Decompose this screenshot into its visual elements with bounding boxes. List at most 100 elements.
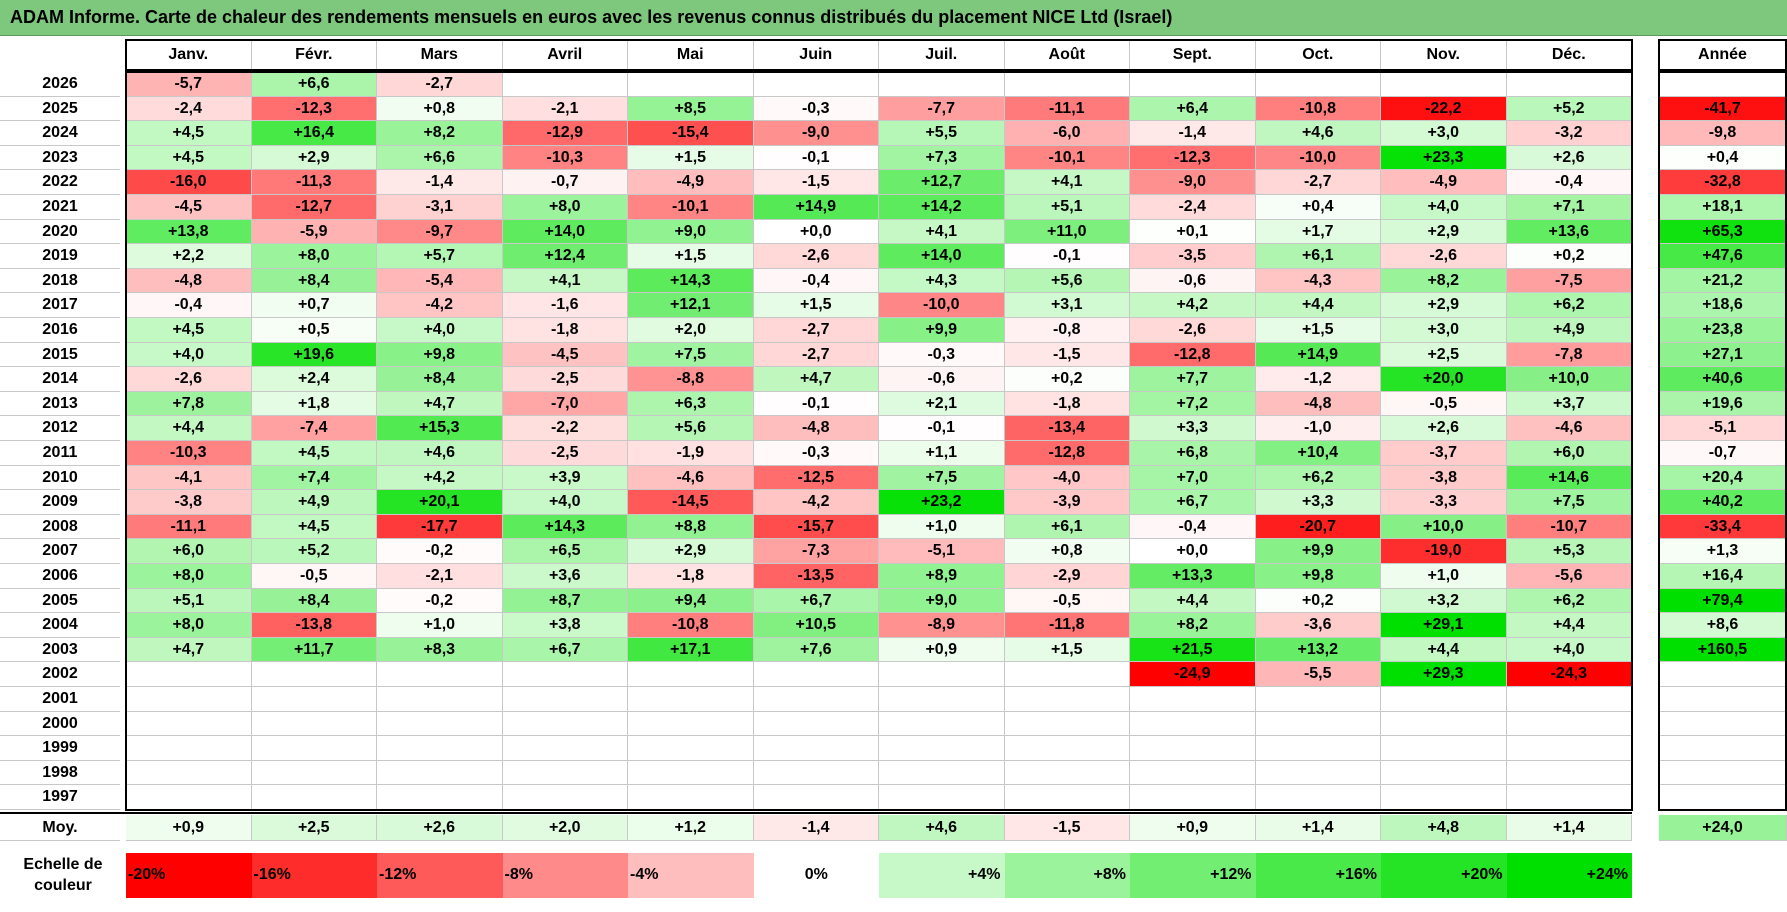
heat-cell: +10,5 — [753, 613, 879, 638]
color-scale-step: 0% — [753, 853, 879, 898]
heat-cell: -1,8 — [628, 564, 754, 589]
heat-cell — [753, 711, 879, 737]
heat-cell: +3,8 — [502, 613, 628, 638]
heat-cell: -12,7 — [251, 195, 377, 220]
heat-cell: +6,7 — [753, 588, 879, 614]
heat-cell: +7,3 — [879, 145, 1005, 171]
color-scale-step: +24% — [1506, 853, 1632, 898]
heat-cell: -0,6 — [879, 367, 1005, 392]
heat-cell: +6,0 — [1506, 441, 1632, 466]
heat-cell: +7,6 — [753, 637, 879, 663]
heat-cell: +3,1 — [1004, 293, 1130, 318]
heat-cell: -0,1 — [1004, 244, 1130, 269]
annual-cell: +18,6 — [1659, 293, 1787, 318]
average-cell: -1,5 — [1004, 815, 1130, 841]
average-divider — [0, 812, 1632, 814]
heat-cell: +8,8 — [628, 514, 754, 540]
heat-cell: +0,5 — [251, 318, 377, 343]
heat-cell: -4,6 — [1506, 416, 1632, 441]
heat-cell: +2,9 — [1381, 219, 1507, 245]
heat-cell: +2,9 — [1381, 293, 1507, 318]
annual-cell — [1659, 662, 1787, 687]
heat-cell: -0,4 — [1506, 170, 1632, 195]
heat-cell — [879, 736, 1005, 761]
year-label: 2001 — [0, 687, 120, 712]
heat-cell: +6,2 — [1506, 293, 1632, 318]
heat-cell: -4,6 — [628, 465, 754, 491]
heat-cell: -8,8 — [628, 367, 754, 392]
heat-cell — [1381, 687, 1507, 712]
heat-cell: -3,3 — [1381, 490, 1507, 515]
heat-cell — [753, 72, 879, 97]
heat-cell — [377, 760, 503, 786]
annual-cell — [1659, 72, 1787, 97]
heat-cell: +0,1 — [1130, 219, 1256, 245]
heat-cell: -12,3 — [251, 96, 377, 122]
color-scale-step: -8% — [502, 853, 628, 898]
heat-cell — [879, 785, 1005, 810]
heat-cell: -4,1 — [126, 465, 252, 491]
heat-cell: +5,7 — [377, 244, 503, 269]
heat-cell: +6,4 — [1130, 96, 1256, 122]
heat-cell: -9,0 — [753, 121, 879, 146]
average-cell: +2,5 — [251, 815, 377, 841]
heat-cell: -2,7 — [753, 318, 879, 343]
average-cell: -1,4 — [753, 815, 879, 841]
heat-cell: -3,9 — [1004, 490, 1130, 515]
annual-cell — [1659, 711, 1787, 737]
heat-cell: +14,6 — [1506, 465, 1632, 491]
heat-cell — [879, 662, 1005, 687]
heat-cell: +0,9 — [879, 637, 1005, 663]
heat-cell — [628, 72, 754, 97]
heat-cell: -4,8 — [1255, 391, 1381, 417]
heat-cell: +7,5 — [628, 342, 754, 368]
heat-cell: -10,7 — [1506, 514, 1632, 540]
heat-cell: +14,0 — [502, 219, 628, 245]
heat-cell: -3,5 — [1130, 244, 1256, 269]
heat-cell: -20,7 — [1255, 514, 1381, 540]
heat-cell — [628, 687, 754, 712]
heat-cell: -5,9 — [251, 219, 377, 245]
heat-cell — [879, 711, 1005, 737]
heat-cell: -2,6 — [126, 367, 252, 392]
heat-cell — [502, 736, 628, 761]
color-scale-step: +12% — [1130, 853, 1256, 898]
month-header: Févr. — [251, 40, 377, 70]
annual-cell: +23,8 — [1659, 318, 1787, 343]
heat-cell: -4,8 — [126, 268, 252, 294]
heat-cell — [1255, 785, 1381, 810]
heat-cell: -12,3 — [1130, 145, 1256, 171]
heat-cell — [1130, 687, 1256, 712]
heat-cell: -2,7 — [753, 342, 879, 368]
heat-cell: +4,4 — [1255, 293, 1381, 318]
heat-cell: -4,2 — [753, 490, 879, 515]
heat-cell: +3,6 — [502, 564, 628, 589]
heat-cell: +6,0 — [126, 539, 252, 564]
heat-cell: +2,6 — [1381, 416, 1507, 441]
heat-cell: -9,7 — [377, 219, 503, 245]
heat-cell: -2,6 — [753, 244, 879, 269]
heat-cell: +0,4 — [1255, 195, 1381, 220]
annual-cell: +0,4 — [1659, 145, 1787, 171]
heat-cell — [502, 72, 628, 97]
heat-cell: -3,6 — [1255, 613, 1381, 638]
heat-cell — [1381, 736, 1507, 761]
color-scale-step: -16% — [251, 853, 377, 898]
heat-cell: -0,4 — [1130, 514, 1256, 540]
heat-cell: +8,0 — [126, 613, 252, 638]
heat-cell: -0,1 — [753, 145, 879, 171]
month-header: Avril — [502, 40, 628, 70]
month-header: Juin — [753, 40, 879, 70]
annual-cell: -32,8 — [1659, 170, 1787, 195]
heat-cell: +2,1 — [879, 391, 1005, 417]
heat-cell: +4,0 — [502, 490, 628, 515]
heat-cell — [753, 687, 879, 712]
heat-cell: -14,5 — [628, 490, 754, 515]
heat-cell: -1,6 — [502, 293, 628, 318]
heat-cell: +4,9 — [1506, 318, 1632, 343]
heat-cell — [251, 785, 377, 810]
heat-cell: +4,6 — [1255, 121, 1381, 146]
month-header: Sept. — [1130, 40, 1256, 70]
heat-cell: +0,8 — [1004, 539, 1130, 564]
heat-cell: +10,0 — [1506, 367, 1632, 392]
